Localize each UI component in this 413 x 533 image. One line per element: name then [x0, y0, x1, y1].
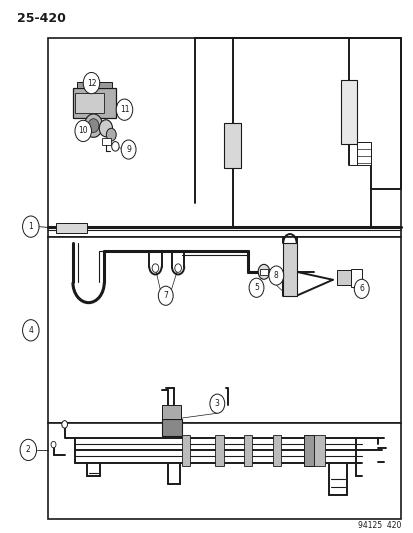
- Bar: [56, 223, 87, 233]
- Bar: [313, 435, 324, 466]
- Circle shape: [121, 140, 136, 159]
- Bar: [272, 435, 280, 466]
- Bar: [259, 269, 268, 275]
- Text: 9: 9: [126, 145, 131, 154]
- Circle shape: [158, 286, 173, 305]
- Bar: [48, 423, 400, 519]
- Bar: [340, 80, 356, 144]
- Bar: [77, 82, 112, 88]
- Bar: [48, 237, 400, 423]
- Circle shape: [62, 421, 67, 428]
- Bar: [75, 93, 104, 114]
- Bar: [356, 142, 370, 165]
- Circle shape: [354, 279, 368, 298]
- Text: 7: 7: [163, 291, 168, 300]
- Text: 6: 6: [358, 284, 363, 293]
- Text: 12: 12: [86, 78, 96, 87]
- Text: 10: 10: [78, 126, 88, 135]
- Circle shape: [51, 441, 56, 448]
- Text: 94125  420: 94125 420: [357, 521, 400, 530]
- Circle shape: [116, 99, 133, 120]
- Text: 25-420: 25-420: [17, 12, 66, 26]
- Circle shape: [83, 72, 100, 94]
- Circle shape: [22, 216, 39, 237]
- Circle shape: [20, 439, 36, 461]
- Bar: [336, 270, 351, 285]
- Bar: [73, 88, 116, 118]
- Bar: [182, 435, 190, 466]
- Circle shape: [84, 114, 102, 138]
- Circle shape: [106, 128, 116, 141]
- Text: 3: 3: [214, 399, 219, 408]
- Circle shape: [268, 266, 283, 285]
- Bar: [303, 435, 313, 466]
- Circle shape: [249, 278, 263, 297]
- Bar: [224, 123, 240, 168]
- Text: 4: 4: [28, 326, 33, 335]
- Text: 5: 5: [254, 283, 258, 292]
- Circle shape: [22, 320, 39, 341]
- Bar: [244, 435, 252, 466]
- Bar: [102, 138, 111, 146]
- Circle shape: [174, 264, 181, 272]
- Bar: [351, 269, 361, 287]
- Bar: [161, 418, 182, 435]
- Circle shape: [152, 264, 158, 272]
- Bar: [282, 243, 296, 296]
- Text: 11: 11: [119, 105, 129, 114]
- Circle shape: [258, 264, 269, 279]
- Circle shape: [112, 142, 119, 151]
- Circle shape: [209, 394, 224, 413]
- Bar: [215, 435, 223, 466]
- Text: 8: 8: [273, 271, 278, 280]
- Text: 1: 1: [28, 222, 33, 231]
- Circle shape: [75, 120, 91, 142]
- Bar: [48, 38, 400, 237]
- Circle shape: [88, 119, 99, 133]
- Bar: [162, 405, 181, 418]
- Circle shape: [99, 120, 112, 137]
- Text: 2: 2: [26, 446, 31, 455]
